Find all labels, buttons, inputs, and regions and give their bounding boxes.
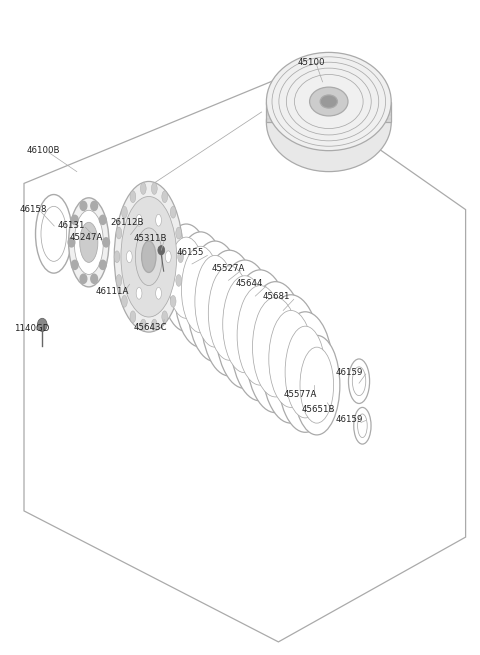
- Ellipse shape: [294, 335, 340, 435]
- Ellipse shape: [162, 311, 168, 323]
- Ellipse shape: [142, 241, 156, 272]
- Text: 46131: 46131: [58, 221, 85, 231]
- Ellipse shape: [121, 206, 127, 218]
- Text: 45577A: 45577A: [283, 390, 317, 399]
- Text: 46100B: 46100B: [26, 146, 60, 155]
- Text: 1140GD: 1140GD: [14, 324, 50, 333]
- Ellipse shape: [348, 359, 370, 403]
- Circle shape: [91, 201, 97, 210]
- Ellipse shape: [152, 183, 157, 195]
- Ellipse shape: [354, 407, 371, 444]
- Circle shape: [158, 246, 165, 255]
- Ellipse shape: [170, 206, 176, 218]
- Ellipse shape: [136, 288, 142, 299]
- Ellipse shape: [152, 319, 157, 331]
- Ellipse shape: [269, 310, 313, 407]
- Ellipse shape: [69, 198, 109, 287]
- Ellipse shape: [174, 232, 227, 347]
- Text: 46155: 46155: [177, 248, 204, 257]
- Ellipse shape: [36, 195, 72, 273]
- Text: 46111A: 46111A: [96, 287, 130, 296]
- Text: 45247A: 45247A: [70, 233, 103, 242]
- Ellipse shape: [176, 227, 181, 239]
- Polygon shape: [266, 102, 391, 122]
- Ellipse shape: [320, 95, 337, 108]
- Ellipse shape: [136, 214, 142, 226]
- Ellipse shape: [114, 181, 183, 332]
- Ellipse shape: [156, 288, 161, 299]
- Ellipse shape: [116, 274, 122, 286]
- Ellipse shape: [208, 266, 251, 360]
- Ellipse shape: [130, 191, 136, 202]
- Ellipse shape: [162, 191, 168, 202]
- Circle shape: [91, 274, 97, 284]
- Ellipse shape: [135, 228, 162, 286]
- Text: 45100: 45100: [298, 58, 325, 67]
- Ellipse shape: [201, 250, 258, 376]
- Ellipse shape: [166, 251, 171, 263]
- Text: 45527A: 45527A: [211, 264, 245, 273]
- Ellipse shape: [140, 319, 146, 331]
- Ellipse shape: [223, 276, 267, 373]
- Ellipse shape: [300, 347, 334, 423]
- Ellipse shape: [252, 297, 299, 397]
- Ellipse shape: [237, 286, 283, 385]
- Ellipse shape: [156, 214, 161, 226]
- Ellipse shape: [310, 87, 348, 116]
- Text: 45643C: 45643C: [133, 323, 167, 332]
- Circle shape: [37, 318, 47, 331]
- Ellipse shape: [245, 282, 306, 413]
- Ellipse shape: [41, 206, 67, 261]
- Text: 46159: 46159: [336, 367, 363, 377]
- Text: 45311B: 45311B: [133, 234, 167, 243]
- Circle shape: [80, 274, 87, 284]
- Ellipse shape: [215, 260, 275, 388]
- Ellipse shape: [358, 414, 367, 438]
- Ellipse shape: [178, 251, 183, 263]
- Text: 45651B: 45651B: [301, 405, 335, 414]
- Circle shape: [103, 238, 109, 247]
- Ellipse shape: [195, 255, 235, 347]
- Text: 46159: 46159: [336, 415, 363, 424]
- Ellipse shape: [140, 183, 146, 195]
- Ellipse shape: [261, 295, 321, 423]
- Ellipse shape: [285, 326, 325, 418]
- Text: 26112B: 26112B: [110, 218, 144, 227]
- Circle shape: [68, 238, 75, 247]
- Text: 46158: 46158: [19, 205, 47, 214]
- Ellipse shape: [266, 73, 391, 172]
- Ellipse shape: [121, 295, 127, 307]
- Ellipse shape: [266, 52, 391, 151]
- Ellipse shape: [187, 241, 243, 362]
- Circle shape: [72, 260, 78, 269]
- Ellipse shape: [80, 222, 98, 263]
- Circle shape: [80, 201, 87, 210]
- Ellipse shape: [277, 312, 333, 432]
- Circle shape: [99, 215, 106, 225]
- Ellipse shape: [176, 274, 181, 286]
- Circle shape: [72, 215, 78, 225]
- Ellipse shape: [181, 246, 220, 333]
- Polygon shape: [24, 79, 466, 642]
- Ellipse shape: [161, 224, 211, 331]
- Circle shape: [99, 260, 106, 269]
- Ellipse shape: [74, 210, 103, 274]
- Ellipse shape: [126, 251, 132, 263]
- Ellipse shape: [230, 270, 290, 401]
- Ellipse shape: [170, 295, 176, 307]
- Ellipse shape: [121, 196, 177, 317]
- Ellipse shape: [130, 311, 136, 323]
- Ellipse shape: [116, 227, 122, 239]
- Ellipse shape: [168, 237, 204, 318]
- Ellipse shape: [352, 367, 366, 396]
- Ellipse shape: [114, 251, 120, 263]
- Text: 45681: 45681: [263, 292, 290, 301]
- Text: 45644: 45644: [235, 279, 263, 288]
